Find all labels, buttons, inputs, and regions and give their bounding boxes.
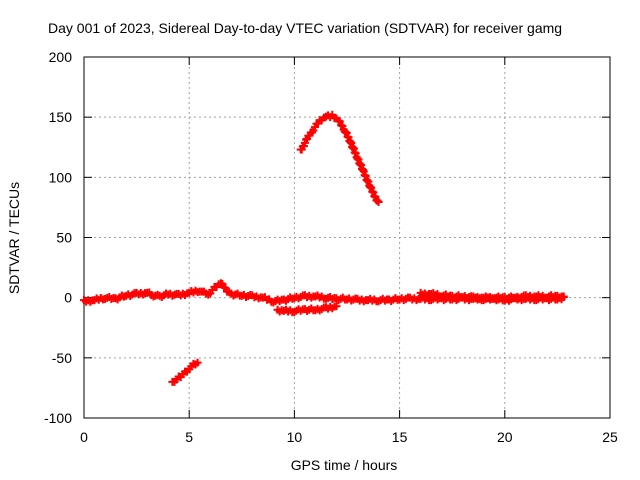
x-tick-label: 5 <box>185 429 193 445</box>
y-tick-label: -100 <box>44 410 72 426</box>
data-point <box>332 302 341 311</box>
grid-lines <box>84 57 610 418</box>
y-tick-label: 50 <box>56 230 72 246</box>
series-upper-band <box>416 288 568 303</box>
data-point <box>369 188 378 197</box>
x-tick-labels: 0 5 10 15 20 25 <box>80 429 618 445</box>
data-point <box>559 293 568 302</box>
x-tick-label: 10 <box>287 429 303 445</box>
series-lower-arc <box>168 358 202 386</box>
data-point <box>367 183 376 192</box>
data-points <box>80 110 568 386</box>
x-axis-label: GPS time / hours <box>291 457 398 473</box>
data-point <box>193 358 202 367</box>
y-tick-label: 0 <box>64 290 72 306</box>
data-point <box>335 117 344 126</box>
y-tick-labels: -100 -50 0 50 100 150 200 <box>44 49 72 426</box>
y-axis-label: SDTVAR / TECUs <box>6 182 22 294</box>
series-offset-segment <box>273 302 341 317</box>
data-point <box>373 196 382 205</box>
data-point <box>338 121 347 130</box>
data-point <box>374 198 383 207</box>
series-upper-arc <box>296 110 383 207</box>
x-tick-label: 15 <box>392 429 408 445</box>
axis-ticks <box>83 56 611 419</box>
x-tick-label: 20 <box>497 429 513 445</box>
y-tick-label: 200 <box>49 49 73 65</box>
y-tick-label: -50 <box>52 350 72 366</box>
chart-title: Day 001 of 2023, Sidereal Day-to-day VTE… <box>48 20 562 36</box>
y-tick-label: 100 <box>49 169 73 185</box>
x-tick-label: 0 <box>80 429 88 445</box>
x-tick-label: 25 <box>602 429 618 445</box>
plot-frame <box>83 56 611 419</box>
y-tick-label: 150 <box>49 109 73 125</box>
